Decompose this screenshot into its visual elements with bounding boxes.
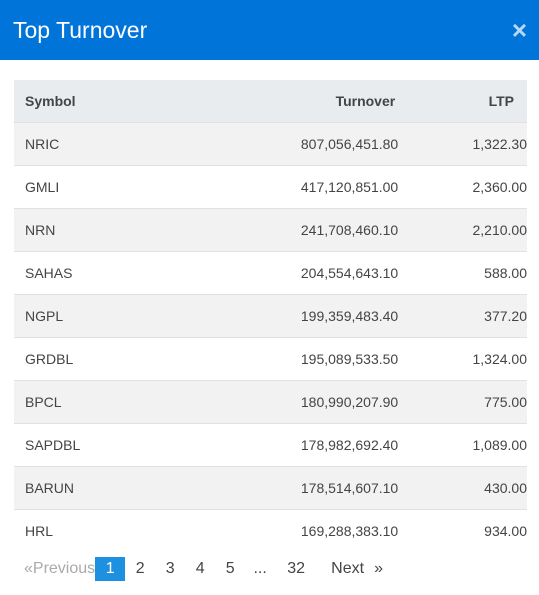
cell-symbol: NRIC: [25, 135, 60, 152]
cell-ltp: 934.00: [484, 522, 527, 539]
cell-turnover: 178,514,607.10: [300, 479, 399, 496]
pagination: « Previous 1 2 3 4 5... 32 Next »: [14, 556, 526, 582]
cell-symbol: GMLI: [25, 178, 60, 195]
page-5-button[interactable]: 5: [225, 560, 235, 577]
table-row: BPCL 180,990,207.90 775.00: [14, 380, 527, 423]
cell-turnover: 195,089,533.50: [300, 350, 399, 367]
cell-symbol: BARUN: [25, 479, 75, 496]
column-header-ltp: LTP: [488, 92, 514, 109]
cell-turnover: 199,359,483.40: [300, 307, 399, 324]
cell-symbol: HRL: [25, 522, 54, 539]
cell-turnover: 204,554,643.10: [300, 264, 399, 281]
page-ellipsis: ...: [253, 560, 267, 577]
cell-turnover: 178,982,692.40: [300, 436, 399, 453]
cell-symbol: SAHAS: [25, 264, 73, 281]
cell-symbol: GRDBL: [25, 350, 74, 367]
cell-ltp: 1,322.30: [472, 135, 528, 152]
table-row: SAHAS 204,554,643.10 588.00: [14, 251, 527, 294]
table-row: BARUN 178,514,607.10 430.00: [14, 466, 527, 509]
cell-symbol: SAPDBL: [25, 436, 81, 453]
cell-ltp: 2,210.00: [472, 221, 528, 238]
modal-header: Top Turnover ×: [0, 0, 539, 60]
cell-ltp: 377.20: [484, 307, 527, 324]
column-header-turnover: Turnover: [335, 92, 396, 109]
cell-turnover: 807,056,451.80: [300, 135, 399, 152]
table-header-row: Symbol Turnover LTP: [14, 80, 527, 122]
cell-ltp: 1,324.00: [472, 350, 528, 367]
page-1-button[interactable]: 1: [95, 557, 126, 581]
cell-symbol: NRN: [25, 221, 56, 238]
table-row: NRIC 807,056,451.80 1,322.30: [14, 122, 527, 165]
turnover-table: Symbol Turnover LTP NRIC 807,056,451.80 1,…: [14, 80, 527, 552]
table-row: GMLI 417,120,851.00 2,360.00: [14, 165, 527, 208]
column-header-symbol: Symbol: [25, 92, 76, 109]
cell-turnover: 169,288,383.10: [300, 522, 399, 539]
table-row: NGPL 199,359,483.40 377.20: [14, 294, 527, 337]
table-row: HRL 169,288,383.10 934.00: [14, 509, 527, 552]
page-3-button[interactable]: 3: [165, 560, 175, 577]
next-button[interactable]: Next: [331, 560, 365, 577]
table-row: SAPDBL 178,982,692.40 1,089.00: [14, 423, 527, 466]
cell-turnover: 180,990,207.90: [300, 393, 399, 410]
cell-symbol: BPCL: [25, 393, 62, 410]
cell-turnover: 241,708,460.10: [300, 221, 399, 238]
page-2-button[interactable]: 2: [135, 560, 145, 577]
cell-ltp: 2,360.00: [472, 178, 528, 195]
next-arrow-icon[interactable]: »: [374, 560, 383, 577]
modal-body: Symbol Turnover LTP NRIC 807,056,451.80 1,…: [0, 60, 539, 582]
previous-button: Previous: [32, 560, 96, 577]
cell-ltp: 588.00: [484, 264, 527, 281]
cell-turnover: 417,120,851.00: [300, 178, 399, 195]
cell-ltp: 775.00: [484, 393, 527, 410]
modal-title: Top Turnover: [13, 16, 148, 43]
cell-ltp: 1,089.00: [472, 436, 528, 453]
page-32-button[interactable]: 32: [287, 560, 306, 577]
table-row: NRN 241,708,460.10 2,210.00: [14, 208, 527, 251]
cell-ltp: 430.00: [484, 479, 527, 496]
page-4-button[interactable]: 4: [195, 560, 205, 577]
table-row: GRDBL 195,089,533.50 1,324.00: [14, 337, 527, 380]
cell-symbol: NGPL: [25, 307, 64, 324]
previous-arrow-icon: «: [24, 560, 33, 577]
page-numbers: 1 2 3 4 5... 32: [95, 557, 311, 581]
close-icon[interactable]: ×: [511, 15, 527, 45]
